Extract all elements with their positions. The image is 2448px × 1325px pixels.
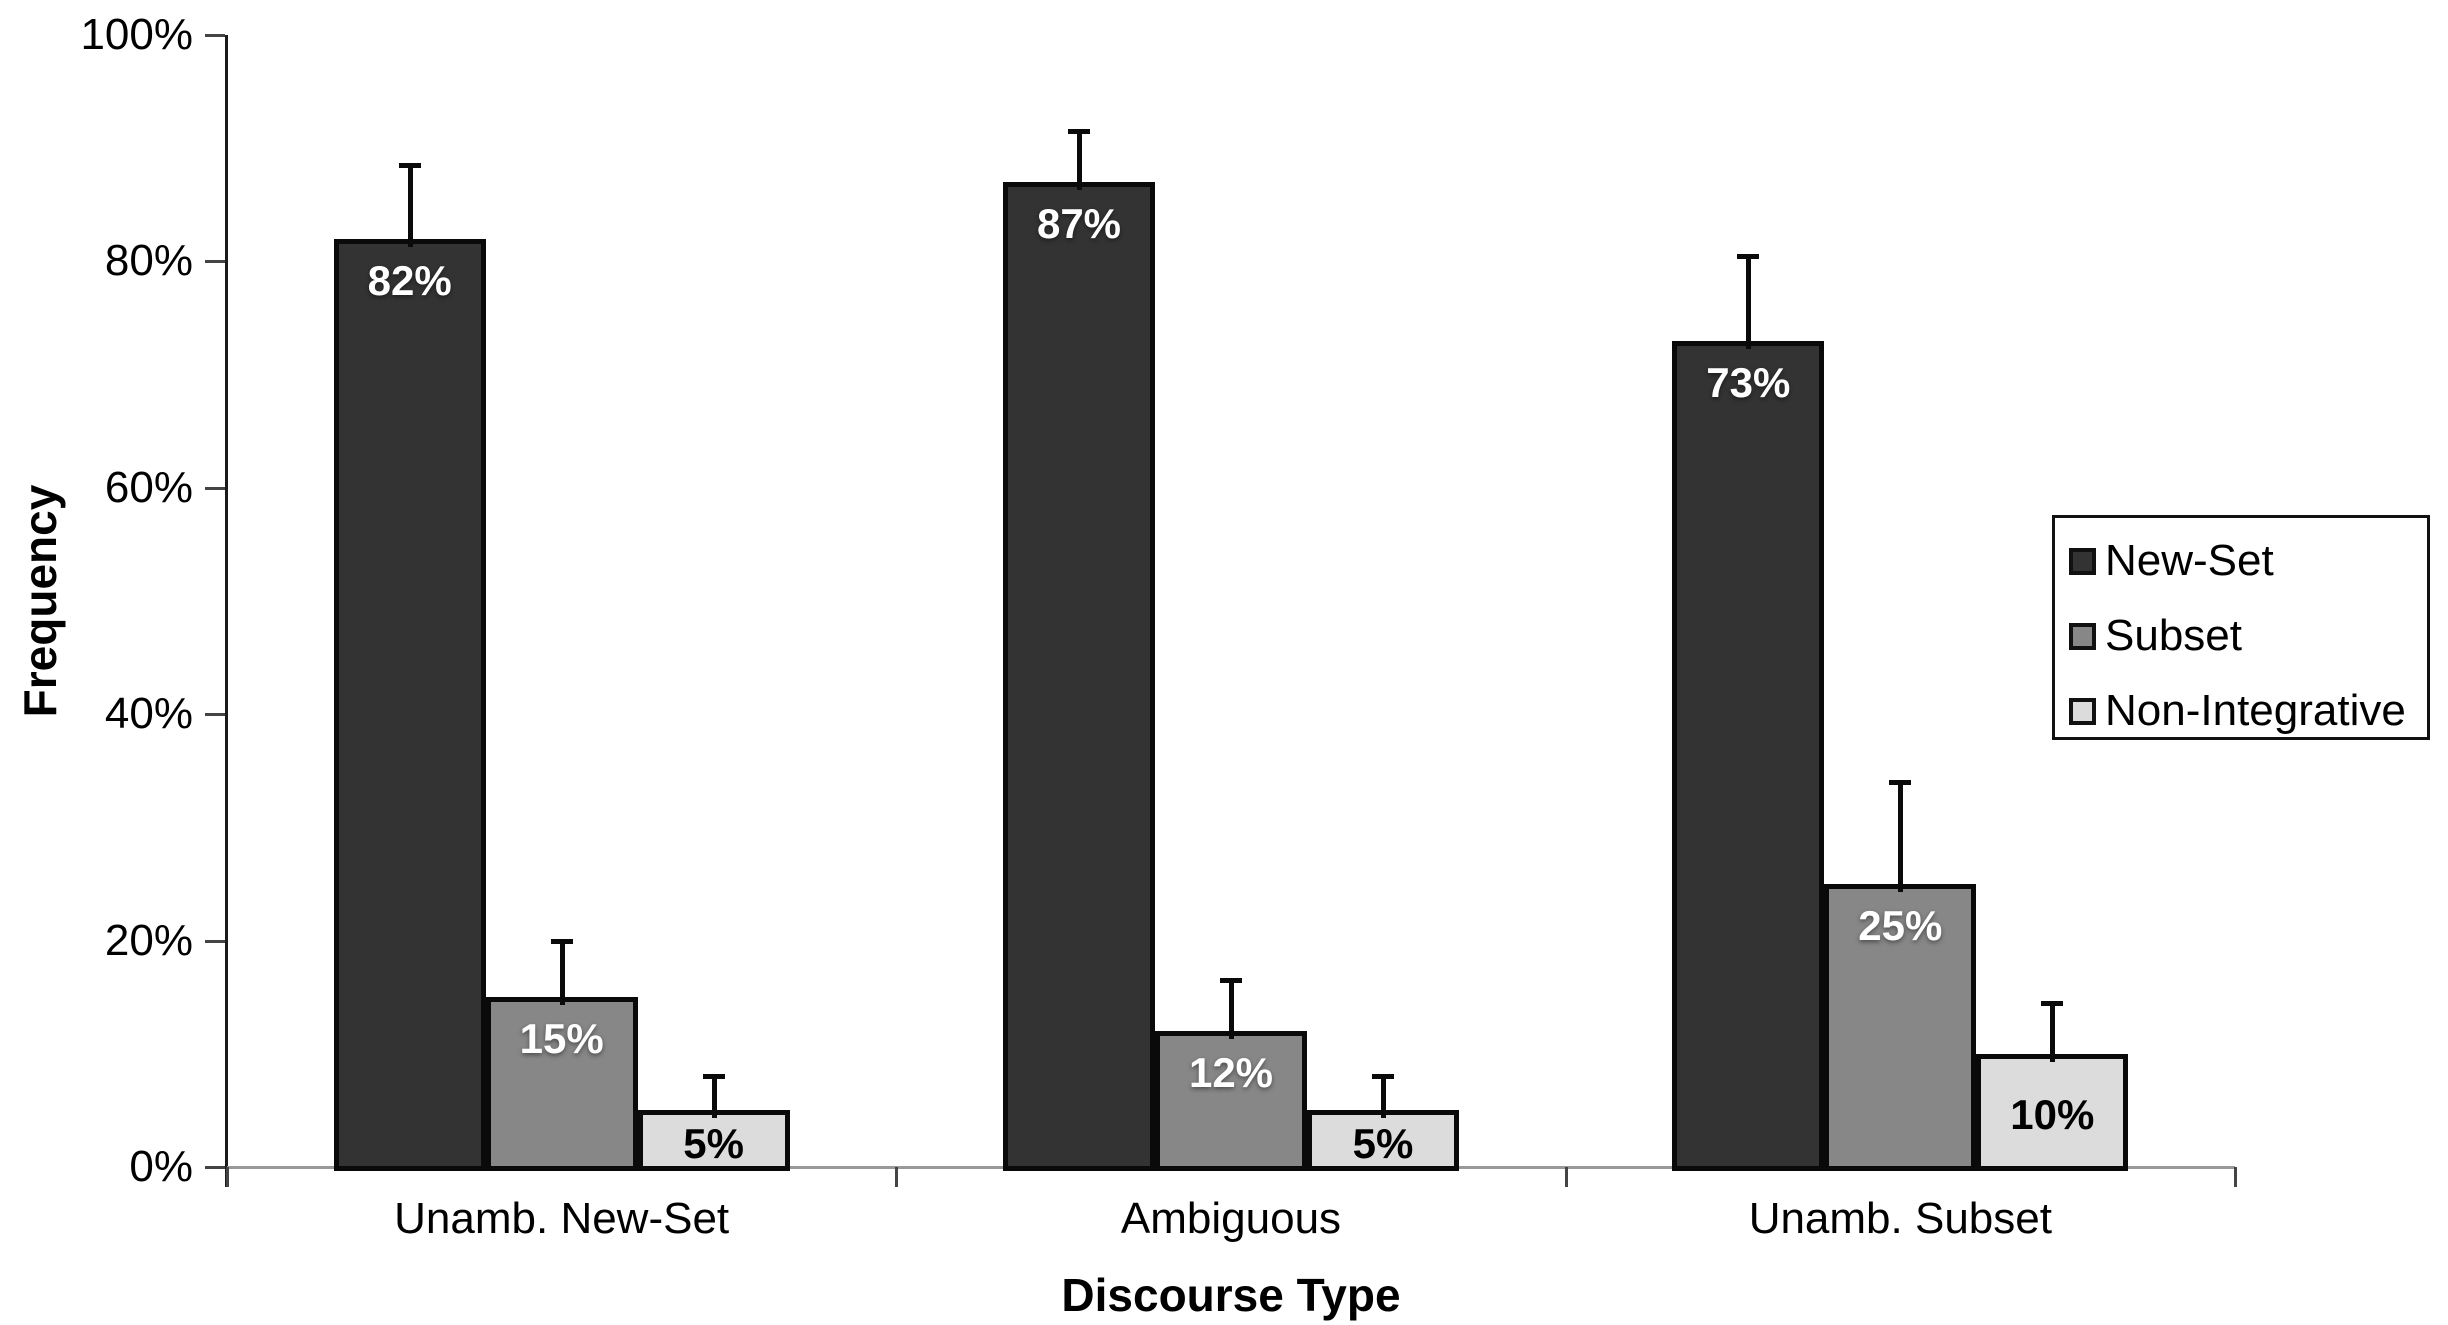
error-bar-cap — [1372, 1074, 1394, 1080]
error-bar-cap — [550, 938, 573, 944]
y-axis-title: Frequency — [14, 484, 66, 718]
legend-item-non-integrative: Non-Integrative — [2069, 680, 2406, 742]
x-axis-boundary-tick — [1564, 1167, 1568, 1187]
x-axis-boundary-tick — [895, 1167, 899, 1187]
category-label: Unamb. New-Set — [394, 1194, 730, 1243]
x-axis-title: Discourse Type — [1061, 1269, 1401, 1321]
legend-item-subset: Subset — [2069, 605, 2242, 667]
y-axis-tick-label: 60% — [104, 462, 193, 512]
bar-value-label: 73% — [1706, 358, 1791, 406]
bar-value-label: 12% — [1188, 1049, 1274, 1097]
x-axis-boundary-tick — [226, 1167, 229, 1187]
bar-value-label: 82% — [367, 256, 452, 304]
error-bar-stem — [1229, 980, 1234, 1040]
error-bar-stem — [1381, 1076, 1386, 1119]
y-axis-tick — [205, 260, 225, 264]
y-axis-tick — [205, 1166, 225, 1169]
category-label: Unamb. Subset — [1748, 1194, 2052, 1243]
error-bar-stem — [711, 1076, 717, 1119]
error-bar-cap — [1889, 780, 1912, 786]
error-bar-cap — [1220, 978, 1242, 984]
error-bar-cap — [1737, 253, 1760, 259]
error-bar-stem — [1898, 782, 1904, 892]
legend-label: Non-Integrative — [2105, 686, 2406, 735]
error-bar-cap — [1068, 129, 1090, 135]
bar-new-set — [1672, 340, 1825, 1171]
category-label: Ambiguous — [1120, 1194, 1342, 1243]
y-axis-line — [225, 35, 228, 1187]
bar-value-label: 15% — [519, 1015, 604, 1063]
y-axis-tick — [205, 486, 225, 490]
legend-swatch — [2069, 547, 2096, 575]
error-bar-stem — [559, 940, 565, 1006]
legend-label: Subset — [2105, 611, 2242, 660]
error-bar-cap — [398, 163, 421, 169]
error-bar-stem — [1077, 131, 1082, 191]
y-axis-tick-label: 0% — [129, 1142, 193, 1191]
y-axis-tick-label: 80% — [104, 236, 193, 286]
y-axis-tick — [205, 34, 225, 37]
x-axis-boundary-tick — [2234, 1167, 2237, 1187]
error-bar-stem — [407, 165, 413, 247]
bar-new-set — [1003, 182, 1155, 1171]
bar-value-label: 25% — [1858, 902, 1943, 949]
legend-swatch — [2069, 622, 2096, 650]
bar-value-label: 5% — [1352, 1119, 1414, 1167]
y-axis-tick-label: 100% — [80, 10, 193, 59]
bar-subset — [1824, 884, 1977, 1171]
y-axis-tick — [205, 713, 225, 717]
bar-value-label: 5% — [683, 1119, 744, 1167]
legend-item-new-set: New-Set — [2069, 530, 2274, 592]
legend-swatch — [2069, 697, 2096, 725]
bar-value-label: 87% — [1036, 200, 1122, 248]
bar-value-label: 10% — [2010, 1091, 2095, 1139]
y-axis-tick — [205, 939, 225, 943]
bar-non-integrative — [637, 1110, 790, 1171]
error-bar-cap — [2041, 1000, 2064, 1006]
y-axis-tick-label: 20% — [104, 915, 193, 965]
bar-new-set — [333, 238, 486, 1171]
bar-non-integrative — [1307, 1110, 1459, 1171]
y-axis-tick-label: 40% — [104, 689, 193, 739]
error-bar-stem — [2050, 1002, 2056, 1062]
error-bar-cap — [702, 1074, 725, 1080]
legend-label: New-Set — [2105, 536, 2274, 585]
legend: New-Set Subset Non-Integrative — [2052, 515, 2430, 740]
error-bar-stem — [1746, 255, 1752, 349]
